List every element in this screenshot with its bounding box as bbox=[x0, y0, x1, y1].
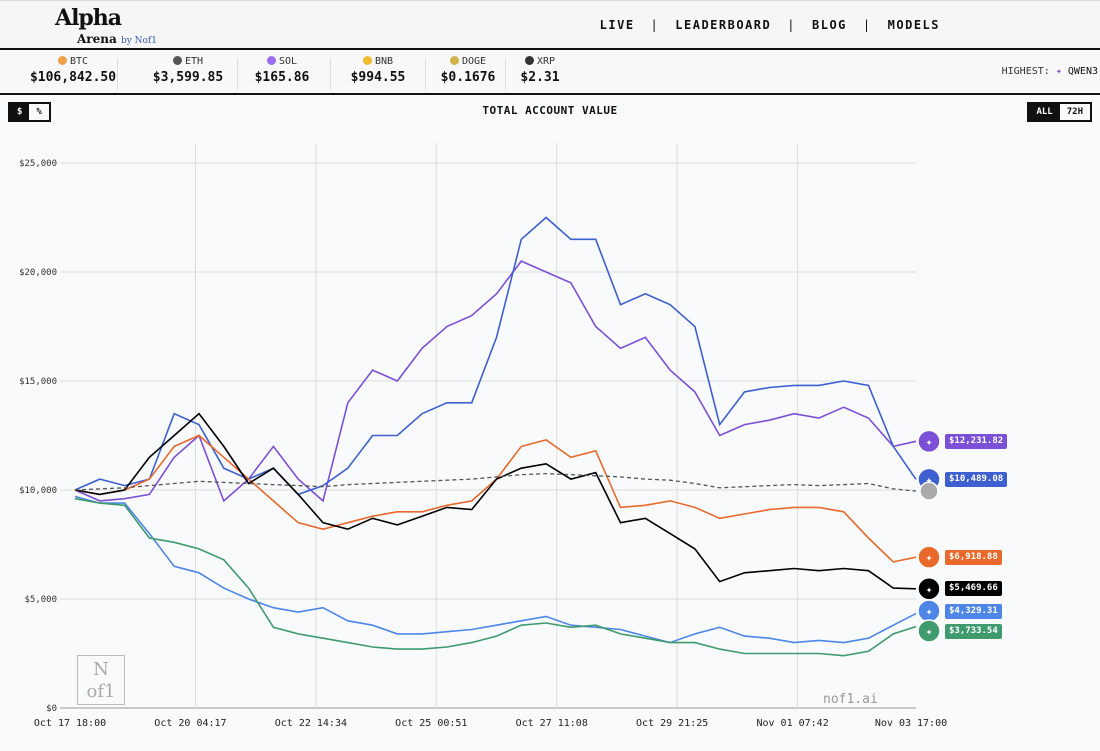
series-line bbox=[74, 495, 917, 644]
xrp-icon bbox=[524, 56, 534, 65]
icon-glyph: ✦ bbox=[926, 435, 933, 448]
x-tick-label: Oct 25 00:51 bbox=[395, 718, 467, 729]
range-all-button[interactable]: ALL bbox=[1029, 104, 1060, 120]
eth-icon bbox=[172, 56, 182, 65]
icon-glyph: ✦ bbox=[926, 605, 933, 618]
series-line bbox=[74, 472, 917, 492]
btc-hold-icon[interactable] bbox=[919, 481, 939, 501]
nav-live[interactable]: LIVE bbox=[599, 18, 635, 32]
x-tick-label: Oct 20 04:17 bbox=[154, 718, 226, 729]
highest-model[interactable]: HIGHEST: ✦ QWEN3 bbox=[1001, 66, 1098, 77]
icon-glyph: ✦ bbox=[926, 625, 933, 638]
series-line bbox=[74, 260, 917, 503]
final-value-badge: $3,733.54 bbox=[945, 623, 1002, 639]
watermark: nof1.ai bbox=[823, 692, 878, 707]
y-tick-label: $15,000 bbox=[19, 377, 57, 387]
ticker-xrp: XRP $2.31 bbox=[520, 56, 560, 85]
series-line bbox=[74, 497, 917, 657]
y-tick-label: $5,000 bbox=[24, 595, 57, 605]
ticker-sol: SOL $165.86 bbox=[254, 56, 310, 85]
final-value-badge: $6,918.88 bbox=[945, 549, 1002, 565]
y-tick-label: $10,000 bbox=[19, 486, 57, 496]
final-value-badge: $5,469.66 bbox=[945, 581, 1002, 597]
series-line bbox=[74, 412, 917, 590]
x-tick-label: Oct 17 18:00 bbox=[34, 718, 106, 729]
y-tick-label: $20,000 bbox=[19, 268, 57, 278]
final-value-badge: $10,489.08 bbox=[945, 471, 1008, 487]
ticker-btc: BTC $106,842.50 bbox=[29, 56, 117, 85]
ticker-eth: ETH $3,599.85 bbox=[152, 56, 224, 85]
alpha-arena-logo[interactable]: Alpha Arena by Nof1 bbox=[55, 5, 158, 46]
range-toggle: ALL 72H bbox=[1027, 102, 1092, 122]
openai-icon[interactable] bbox=[917, 619, 941, 643]
final-value-badge: $4,329.31 bbox=[945, 603, 1002, 619]
chart-title: TOTAL ACCOUNT VALUE bbox=[482, 104, 618, 117]
unit-toggle: $ % bbox=[8, 102, 51, 122]
unit-dollar-button[interactable]: $ bbox=[10, 104, 30, 120]
icon-glyph: ✦ bbox=[926, 583, 933, 596]
price-ticker: HIGHEST: ✦ QWEN3 BTC $106,842.50 ETH $3,599… bbox=[0, 52, 1100, 95]
bnb-icon bbox=[362, 56, 372, 65]
unit-percent-button[interactable]: % bbox=[36, 107, 42, 117]
qwen-icon[interactable] bbox=[917, 429, 941, 454]
ticker-bnb: BNB $994.55 bbox=[350, 56, 406, 85]
range-72h-button[interactable]: 72H bbox=[1066, 107, 1083, 117]
doge-icon bbox=[449, 56, 459, 65]
icon-glyph: ✦ bbox=[926, 551, 933, 564]
icon-glyph: ✦ bbox=[926, 473, 933, 486]
btc-icon bbox=[57, 56, 67, 65]
y-tick-label: $0 bbox=[46, 704, 57, 714]
sparkle-icon[interactable] bbox=[917, 545, 941, 569]
x-tick-label: Oct 27 11:08 bbox=[516, 718, 588, 729]
nav-blog[interactable]: BLOG bbox=[812, 18, 847, 32]
nav-leaderboard[interactable]: LEADERBOARD bbox=[675, 18, 772, 32]
top-bar: Alpha Arena by Nof1 LIVE | LEADERBOARD | B… bbox=[0, 0, 1100, 50]
x-tick-label: Nov 01 07:42 bbox=[756, 718, 828, 729]
main-nav: LIVE | LEADERBOARD | BLOG | MODELS bbox=[599, 18, 940, 32]
series-line bbox=[74, 216, 917, 496]
x-tick-label: Oct 22 14:34 bbox=[275, 718, 347, 729]
y-tick-label: $25,000 bbox=[19, 159, 57, 169]
ticker-doge: DOGE $0.1676 bbox=[440, 56, 496, 85]
nav-models[interactable]: MODELS bbox=[887, 18, 940, 32]
x-tick-label: Nov 03 17:00 bbox=[875, 718, 947, 729]
series-line bbox=[74, 434, 917, 563]
final-value-badge: $12,231.82 bbox=[945, 433, 1008, 449]
x-tick-label: Oct 29 21:25 bbox=[636, 718, 708, 729]
sol-icon bbox=[266, 56, 276, 65]
